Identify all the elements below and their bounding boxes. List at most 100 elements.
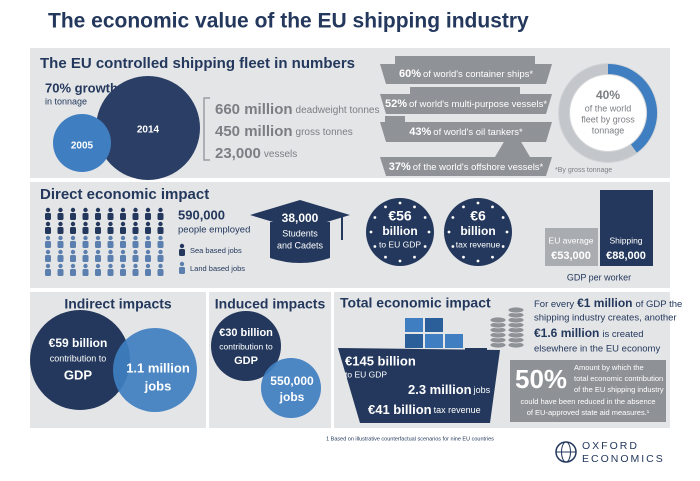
person-head	[120, 235, 126, 241]
star	[398, 259, 402, 263]
bar-label: Shipping	[609, 235, 642, 245]
container	[425, 318, 443, 332]
person-body	[107, 227, 114, 234]
employed-label: people employed	[178, 225, 250, 236]
bar-label: EU average	[549, 235, 594, 245]
person-body	[70, 269, 76, 276]
person-head	[70, 263, 76, 269]
person-body	[45, 213, 51, 220]
container	[425, 334, 443, 348]
gdp-label: contribution to	[50, 353, 107, 363]
person-body	[95, 227, 101, 234]
text: €1 million	[577, 296, 632, 310]
fleet-stat: 23,000 vessels	[215, 145, 297, 162]
jobs-value: 550,000	[270, 374, 314, 388]
person-head	[83, 221, 88, 227]
person-body	[107, 213, 114, 220]
person-head	[133, 207, 138, 213]
ship-hull	[380, 94, 552, 114]
person-head	[58, 221, 63, 227]
star	[373, 245, 377, 248]
section-heading: Induced impacts	[215, 296, 326, 312]
person-head	[145, 207, 151, 213]
person-head	[133, 263, 138, 269]
fleet-stat: 450 million gross tonnes	[215, 123, 353, 140]
bar-value: €53,000	[551, 250, 591, 262]
person-body	[145, 255, 151, 262]
multiplier-text: €1.6 million is created	[534, 326, 644, 340]
star	[413, 255, 416, 259]
text: of GDP the	[635, 299, 682, 310]
person-body	[57, 255, 64, 262]
circle-2014	[96, 76, 200, 180]
circle-jobs	[113, 328, 197, 412]
person-body	[82, 241, 89, 248]
world-share-label: of the world	[585, 103, 632, 113]
person-head	[45, 235, 51, 241]
multiplier-text: For every €1 million of GDP the	[534, 296, 682, 310]
ship-share: 52%	[385, 98, 407, 110]
jobs-value: 1.1 million	[126, 360, 190, 375]
person-body	[120, 269, 126, 276]
star	[451, 245, 455, 248]
ship-cargo	[410, 87, 520, 94]
person-body	[157, 255, 164, 262]
person-head	[145, 249, 151, 255]
star	[505, 230, 509, 234]
ship-stat: 60% of world's container ships*	[399, 68, 533, 80]
eu-circle	[366, 198, 434, 266]
person-head	[120, 207, 126, 213]
person-body	[82, 255, 89, 262]
circle-2005	[53, 114, 111, 172]
donut-share	[607, 64, 658, 153]
eu-circle	[444, 198, 512, 266]
person-body	[82, 227, 89, 234]
person-head	[133, 221, 138, 227]
tax-value: €6	[470, 208, 486, 224]
person-body	[179, 267, 185, 274]
container	[405, 318, 423, 332]
person-body	[132, 213, 139, 220]
star	[476, 201, 480, 205]
tax-value: €41 billion	[368, 402, 432, 417]
person-head	[108, 221, 113, 227]
ship-hull	[380, 157, 552, 176]
person-body	[120, 255, 126, 262]
person-body	[107, 241, 114, 248]
multiplier-text: elsewhere in the EU economy	[534, 344, 660, 355]
bar-caption: GDP per worker	[567, 272, 631, 282]
coin-stacks	[489, 306, 525, 349]
person-head	[120, 221, 126, 227]
person-head	[95, 263, 101, 269]
person-body	[145, 227, 151, 234]
person-head	[158, 263, 163, 269]
employed: 590,000	[178, 207, 225, 222]
growth: 70% growth	[45, 80, 118, 95]
total-gdp-label: to EU GDP	[345, 369, 387, 379]
legend-label: Sea based jobs	[190, 246, 242, 255]
person-body	[70, 213, 76, 220]
person-head	[133, 249, 138, 255]
state-aid-text: could have been reduced in the absence	[520, 397, 655, 406]
world-share-label: fleet by gross	[581, 114, 635, 124]
person-head	[45, 207, 51, 213]
star	[427, 230, 431, 234]
tax-label: tax revenue	[456, 239, 501, 249]
ship-label: of world's oil tankers*	[433, 127, 523, 138]
person-body	[45, 241, 51, 248]
total-gdp: €145 billion	[345, 353, 416, 368]
state-aid-text: total economic contribution	[574, 374, 663, 383]
state-aid-text: of EU-approved state aid measures.¹	[527, 408, 650, 417]
ship-icons	[380, 56, 552, 176]
person-head	[58, 235, 63, 241]
hull	[338, 348, 500, 423]
fleet-stat: 660 million deadweight tonnes	[215, 101, 380, 118]
circle-jobs	[261, 358, 321, 418]
person-body	[157, 213, 164, 220]
person-head	[70, 249, 76, 255]
person-head	[83, 249, 88, 255]
star	[501, 245, 505, 248]
total-tax: €41 billion tax revenue	[368, 402, 481, 417]
ship-stat: 43% of world's oil tankers*	[409, 126, 523, 138]
